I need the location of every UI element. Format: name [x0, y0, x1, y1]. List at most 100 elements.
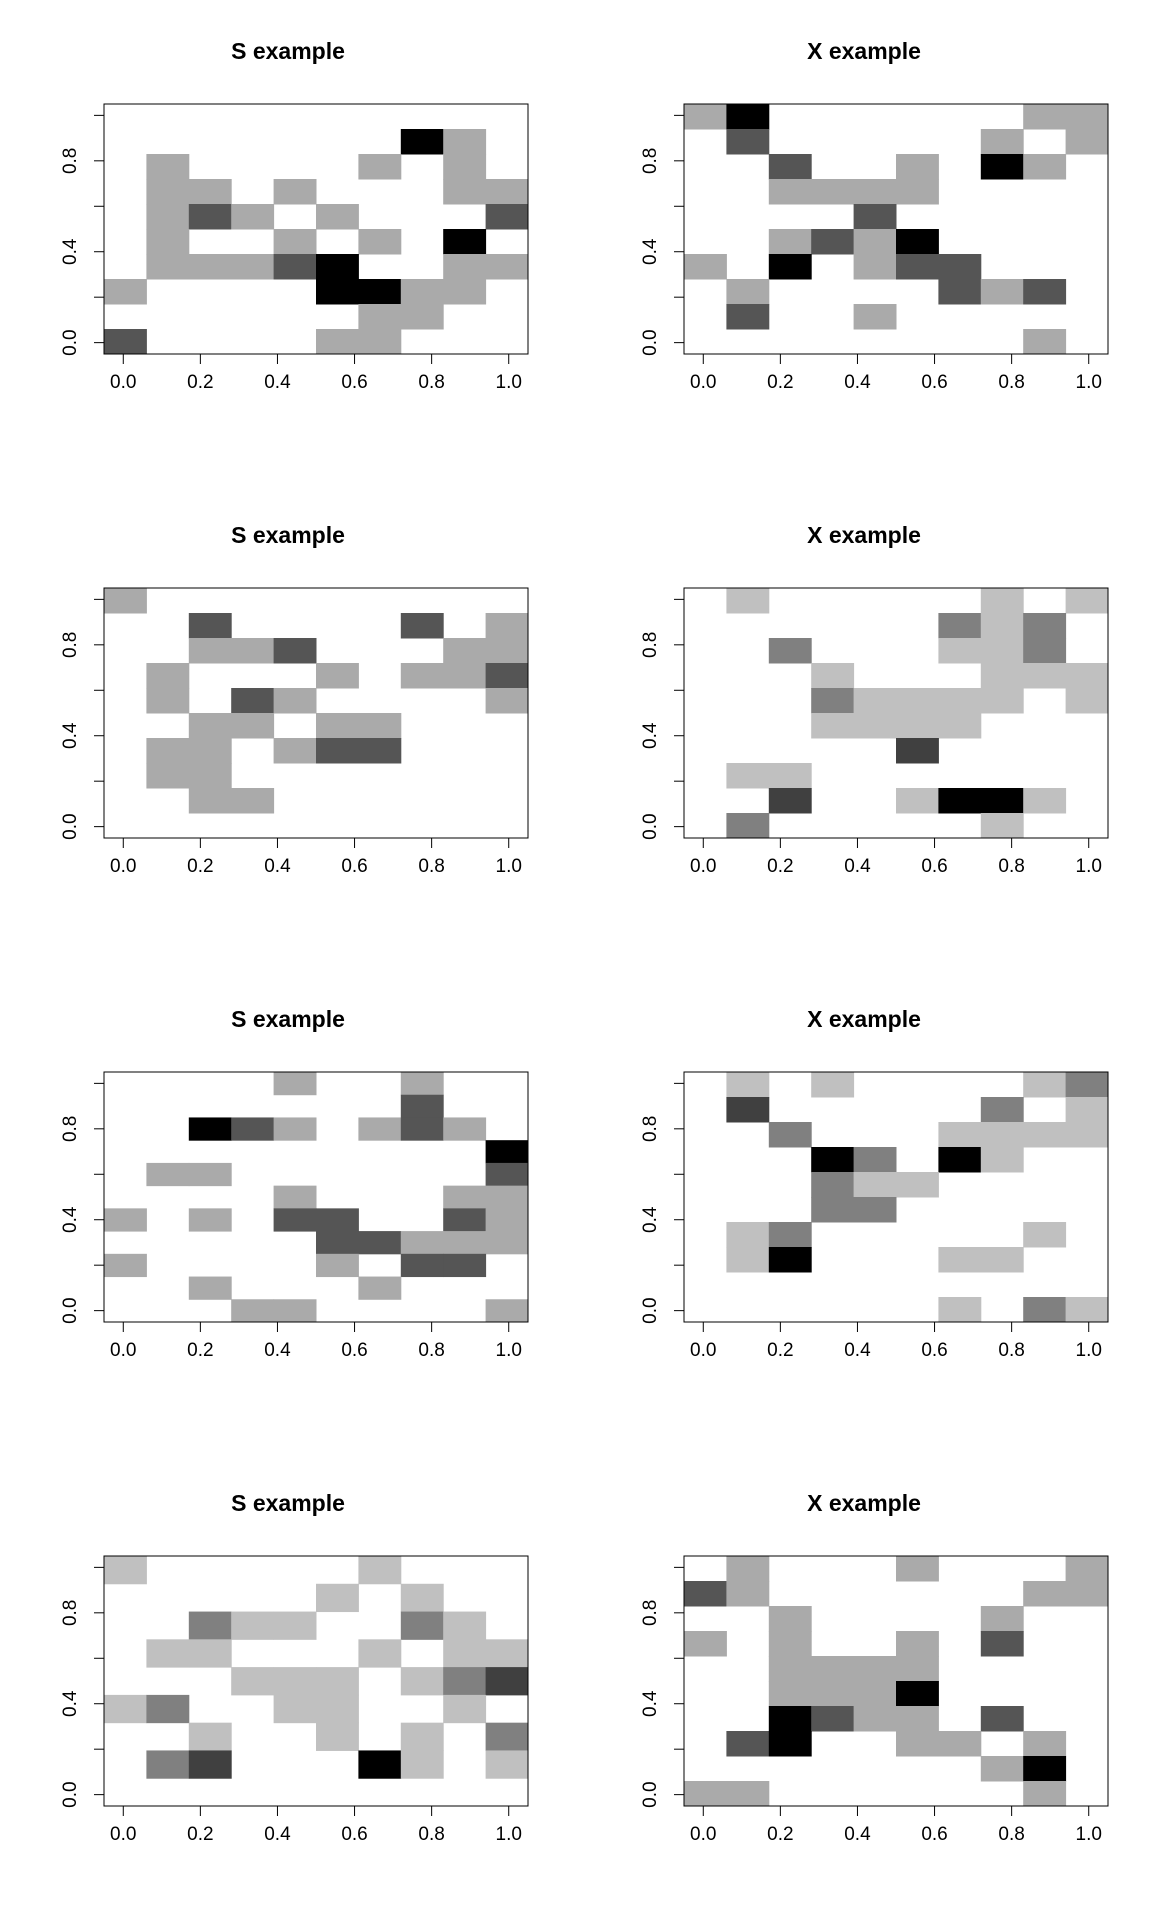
x-tick-label: 1.0 [496, 1340, 522, 1361]
heatmap-cell [938, 713, 982, 739]
y-tick-label: 0.4 [640, 722, 661, 749]
heatmap-cell [811, 688, 855, 714]
heatmap-cell [273, 1185, 317, 1209]
heatmap-cell [485, 1231, 529, 1255]
heatmap-cell [358, 229, 402, 255]
heatmap-cell [811, 229, 855, 255]
heatmap-cell [188, 1611, 232, 1640]
heatmap-cell [768, 154, 812, 180]
y-tick-label: 0.8 [60, 632, 81, 658]
heatmap-cell [485, 254, 529, 280]
heatmap-cell [146, 763, 190, 789]
heatmap-cell [768, 179, 812, 205]
x-tick-label: 0.0 [110, 856, 136, 877]
x-tick-label: 0.6 [341, 1824, 367, 1845]
heatmap-cell [1023, 613, 1067, 639]
heatmap-cell [273, 1694, 317, 1724]
heatmap-cell [768, 1706, 812, 1732]
heatmap-panel: X example 0.0 0.2 0.4 0.6 0.8 1.0 0.0 0.4 0.8 [576, 0, 1152, 480]
heatmap-cell [980, 279, 1024, 305]
heatmap-cell [358, 1231, 402, 1255]
heatmap-cell [273, 1299, 317, 1323]
heatmap-cell [400, 1253, 444, 1278]
heatmap-cell [896, 713, 939, 739]
heatmap-cell [316, 1208, 359, 1232]
heatmap-cell [358, 329, 402, 355]
heatmap-cell [1023, 638, 1067, 664]
heatmap-svg: 0.0 0.2 0.4 0.6 0.8 1.0 0.0 0.4 0.8 [640, 587, 1109, 877]
heatmap-cell [485, 204, 529, 230]
heatmap-panel: S example 0.0 0.2 0.4 0.6 0.8 1.0 0.0 0.4 0.8 [0, 968, 576, 1448]
x-tick-label: 0.8 [418, 372, 444, 393]
heatmap-cell [811, 1072, 855, 1098]
heatmap-cell [1023, 1222, 1067, 1248]
heatmap-cell [1023, 1581, 1067, 1607]
heatmap-cell [188, 613, 232, 639]
heatmap-cell [811, 1681, 855, 1707]
y-tick-label: 0.0 [60, 329, 81, 355]
heatmap-cell [104, 588, 147, 614]
x-tick-label: 0.2 [187, 372, 213, 393]
heatmap-cell [273, 179, 317, 205]
x-tick-label: 0.2 [187, 1824, 213, 1845]
heatmap-cell [146, 688, 190, 714]
heatmap-cell [443, 1253, 487, 1278]
heatmap-cell [273, 229, 317, 255]
heatmap-cell [104, 1694, 147, 1724]
heatmap-cell [768, 788, 812, 814]
chart-title: S example [231, 1490, 345, 1516]
heatmap-cell [316, 329, 359, 355]
heatmap-cell [896, 1706, 939, 1732]
x-tick-label: 0.0 [110, 372, 136, 393]
heatmap-cell [726, 1556, 770, 1582]
heatmap-cell [485, 179, 529, 205]
heatmap-cell [316, 663, 359, 689]
heatmap-cell [768, 1606, 812, 1632]
heatmap-cell [896, 788, 939, 814]
x-tick-label: 0.6 [921, 1340, 947, 1361]
heatmap-cell [1023, 788, 1067, 814]
heatmap-cell [273, 1667, 317, 1696]
heatmap-svg: 0.0 0.2 0.4 0.6 0.8 1.0 0.0 0.4 0.8 [60, 1555, 529, 1845]
y-tick-label: 0.8 [640, 148, 661, 174]
heatmap-cell [938, 613, 982, 639]
x-tick-label: 0.6 [921, 1824, 947, 1845]
x-tick-label: 0.8 [998, 372, 1024, 393]
plot-frame [683, 1071, 1109, 1323]
heatmap-cell [853, 1656, 897, 1682]
heatmap-cell [1065, 588, 1109, 614]
heatmap-cell [231, 254, 275, 280]
heatmap-cell [188, 713, 232, 739]
heatmap-cell [188, 1162, 232, 1187]
heatmap-cell [1065, 104, 1109, 130]
plot-frame [683, 587, 1109, 839]
x-tick-label: 0.4 [264, 372, 291, 393]
heatmap-cell [188, 1117, 232, 1141]
heatmap-cell [726, 1581, 770, 1607]
heatmap-cell [980, 1122, 1024, 1148]
heatmap-cell [1065, 663, 1109, 689]
heatmap-cell [726, 129, 770, 155]
heatmap-cell [273, 1117, 317, 1141]
x-tick-label: 0.2 [767, 856, 793, 877]
heatmap-panel: X example 0.0 0.2 0.4 0.6 0.8 1.0 0.0 0.4 0.8 [576, 484, 1152, 964]
heatmap-cell [146, 1162, 190, 1187]
heatmap-cell [1023, 1072, 1067, 1098]
heatmap-cell [443, 663, 487, 689]
heatmap-cell [316, 254, 359, 280]
heatmap-cell [768, 1222, 812, 1248]
heatmap-cell [1065, 1297, 1109, 1323]
heatmap-cell [443, 179, 487, 205]
x-tick-label: 0.4 [264, 1340, 291, 1361]
y-tick-label: 0.0 [640, 1781, 661, 1807]
heatmap-cell [485, 1208, 529, 1232]
heatmap-cell [443, 1231, 487, 1255]
plot-frame [683, 1555, 1109, 1807]
heatmap-cell [188, 788, 232, 814]
heatmap-cell [400, 1094, 444, 1118]
heatmap-cell [896, 154, 939, 180]
heatmap-cell [980, 613, 1024, 639]
heatmap-panel: X example 0.0 0.2 0.4 0.6 0.8 1.0 0.0 0.4 0.8 [576, 1452, 1152, 1932]
heatmap-cell [146, 1750, 190, 1779]
heatmap-cell [853, 1197, 897, 1223]
